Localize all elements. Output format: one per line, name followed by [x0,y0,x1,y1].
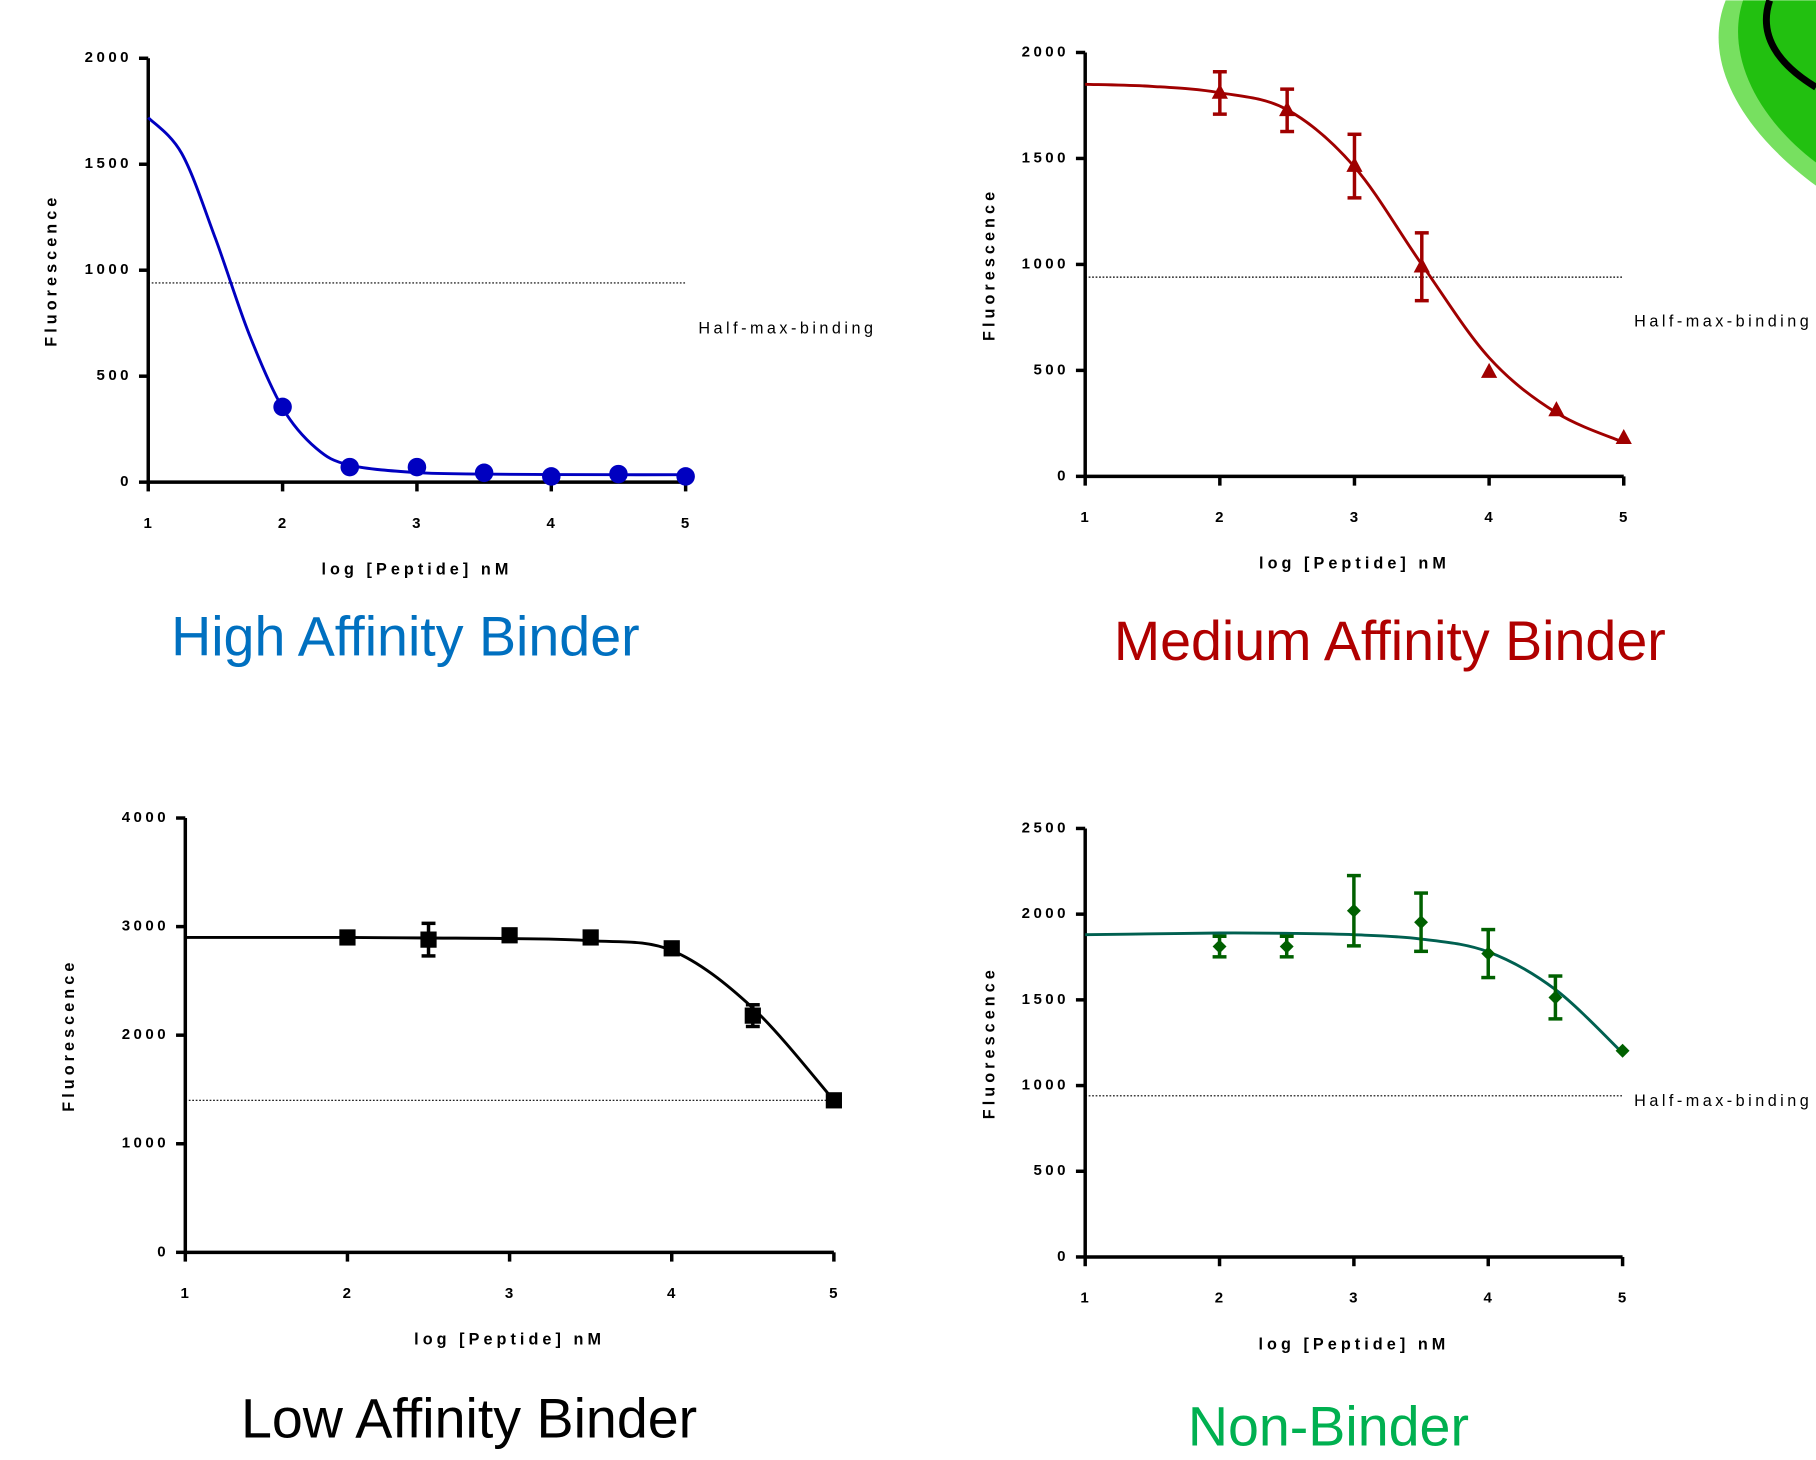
marker [825,1092,842,1109]
x-tick-label: 2 [343,1285,355,1302]
y-tick-label: 3000 [122,918,169,935]
x-tick-label: 3 [1349,1290,1361,1307]
y-axis-label: Fluorescence [42,194,60,347]
y-tick-label: 1500 [1022,991,1069,1008]
fit-curve [1085,82,1625,444]
marker [609,464,628,484]
y-tick-label: 1500 [1022,149,1069,166]
chart: 0 500 1000 1500 2000 2500 1 2 3 4 5 log [Peptide] n… [981,819,1812,1457]
marker [407,457,427,477]
marker [582,929,599,946]
y-tick-label: 1000 [122,1135,169,1152]
x-tick-label: 2 [1215,1290,1227,1307]
marker [1548,990,1563,1005]
x-tick-label: 5 [829,1285,841,1302]
x-tick-label: 5 [1618,1290,1630,1307]
marker [420,931,437,948]
marker [542,467,561,486]
y-axis-label: Fluorescence [60,959,78,1112]
x-tick-label: 3 [1350,509,1362,526]
y-tick-label: 1000 [1022,255,1069,272]
y-tick-label: 2000 [85,49,132,66]
y-axis-label: Fluorescence [981,966,999,1119]
y-tick-label: 1000 [1022,1077,1069,1094]
half-max-label: Half-max-binding [1634,313,1812,331]
x-axis-label: log [Peptide] nM [322,560,513,578]
fit-curve [1085,931,1624,1055]
x-tick-label: 4 [667,1285,679,1302]
x-tick-label: 3 [412,515,424,532]
marker [663,940,680,957]
marker [1346,903,1361,918]
x-tick-label: 5 [681,515,693,532]
x-tick-label: 1 [181,1285,193,1302]
chart: 0 500 1000 1500 2000 1 2 3 4 5 log [Peptide] nM Flu… [981,43,1812,672]
marker [1615,428,1632,445]
chart: 0 500 1000 1500 2000 1 2 3 4 5 log [Peptide] nM Flu… [42,49,876,668]
marker [1615,1043,1630,1058]
chart-title: Low Affinity Binder [241,1387,697,1449]
y-axis-label: Fluorescence [981,188,999,341]
y-tick-label: 2000 [1022,43,1069,60]
y-tick-label: 1500 [85,155,132,172]
y-tick-label: 4000 [122,809,169,826]
marker [474,463,494,483]
marker [1212,939,1227,954]
x-tick-label: 2 [278,515,290,532]
y-tick-label: 2000 [122,1026,169,1043]
y-tick-label: 0 [1057,467,1069,484]
y-tick-label: 0 [157,1243,169,1260]
marker [1414,915,1429,930]
marker [1481,362,1498,378]
marker [339,929,356,946]
x-axis-label: log [Peptide] nM [414,1331,605,1349]
y-tick-label: 2500 [1022,819,1069,836]
x-tick-label: 1 [143,515,155,532]
marker [1481,946,1496,961]
y-tick-label: 500 [96,367,132,384]
marker [501,927,518,944]
x-tick-label: 4 [1484,509,1496,526]
x-tick-label: 5 [1619,509,1631,526]
x-tick-label: 3 [505,1285,517,1302]
marker [340,457,360,477]
marker [676,467,695,486]
marker [1211,83,1228,99]
marker [273,397,292,417]
half-max-label: Half-max-binding [1634,1092,1812,1110]
marker [1279,101,1296,117]
half-max-label: Half-max-binding [698,320,876,338]
x-tick-label: 1 [1080,1290,1092,1307]
chart-title: Non-Binder [1188,1395,1469,1457]
y-tick-label: 1000 [85,261,132,278]
y-tick-label: 0 [1057,1248,1069,1265]
chart-title: Medium Affinity Binder [1114,610,1666,672]
y-tick-label: 0 [120,473,132,490]
y-tick-label: 2000 [1022,905,1069,922]
marker [1548,401,1565,417]
marker [1413,257,1430,273]
fit-curve [185,935,835,1102]
marker [1346,156,1363,172]
x-tick-label: 4 [547,515,559,532]
x-tick-label: 4 [1483,1290,1495,1307]
fit-curve [147,116,686,477]
chart: 0 1000 2000 3000 4000 1 2 3 4 5 log [Peptide] nM Fl… [60,809,842,1449]
y-tick-label: 500 [1033,1162,1069,1179]
y-tick-label: 500 [1033,361,1069,378]
marker [744,1007,761,1024]
x-tick-label: 2 [1215,509,1227,526]
x-tick-label: 1 [1080,509,1092,526]
x-axis-label: log [Peptide] nM [1259,555,1450,573]
marker [1279,939,1294,954]
chart-title: High Affinity Binder [171,606,640,668]
decoration [1718,0,1816,186]
x-axis-label: log [Peptide] nM [1258,1335,1449,1353]
